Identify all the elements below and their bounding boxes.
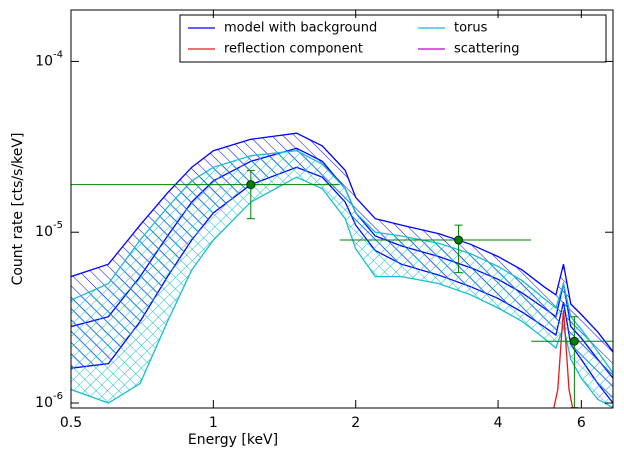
y-tick-label: 10: [35, 224, 53, 240]
plot-area: [71, 132, 613, 408]
legend-label: reflection component: [224, 42, 363, 57]
legend-label: model with background: [224, 21, 377, 36]
legend: model with background torus reflection com…: [179, 14, 607, 63]
data-point: [569, 336, 579, 346]
data-point: [246, 180, 256, 190]
y-tick-exponent: -5: [53, 220, 63, 231]
legend-label: torus: [454, 21, 488, 36]
data-point: [454, 235, 464, 245]
band-edge: [71, 150, 613, 374]
x-tick-label: 6: [577, 415, 586, 431]
axes-frame: [70, 9, 614, 409]
x-tick-label: 1: [209, 415, 218, 431]
band-edge: [71, 132, 613, 352]
y-axis-label: Count rate [cts/s/keV]: [10, 133, 26, 286]
y-tick-label: 10: [35, 53, 53, 69]
x-tick-label: 0.5: [60, 415, 82, 431]
y-tick-exponent: -4: [53, 49, 63, 60]
y-tick-label: 10: [35, 395, 53, 411]
legend-box: [179, 14, 607, 63]
x-axis-label: Energy [keV]: [188, 432, 278, 448]
band-fill: [71, 150, 613, 408]
y-tick-exponent: -6: [53, 391, 63, 402]
legend-label: scattering: [454, 42, 520, 57]
series-line: [553, 310, 574, 408]
x-tick-label: 2: [351, 415, 360, 431]
x-tick-label: 4: [494, 415, 503, 431]
